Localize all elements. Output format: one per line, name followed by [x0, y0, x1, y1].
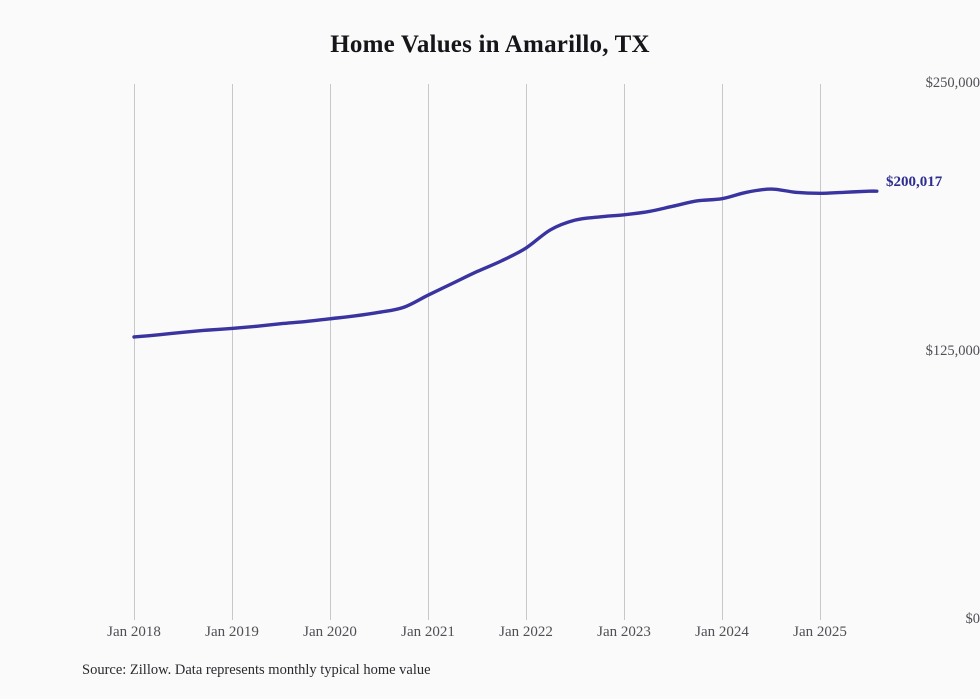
- x-tick-label-jan-2022: Jan 2022: [499, 624, 553, 640]
- x-tick-label-jan-2021: Jan 2021: [401, 624, 455, 640]
- series-path: [132, 187, 879, 339]
- chart-title: Home Values in Amarillo, TX: [330, 31, 650, 58]
- gridline-jan-2025: [820, 84, 821, 620]
- y-tick-label-0: $0: [965, 611, 980, 627]
- x-tick-label-jan-2018: Jan 2018: [107, 624, 161, 640]
- gridline-jan-2020: [330, 84, 331, 620]
- x-tick-label-jan-2020: Jan 2020: [303, 624, 357, 640]
- y-tick-label-125000: $125,000: [925, 343, 980, 359]
- x-tick-label-jan-2023: Jan 2023: [597, 624, 651, 640]
- gridline-jan-2021: [428, 84, 429, 620]
- gridline-jan-2019: [232, 84, 233, 620]
- y-tick-label-250000: $250,000: [925, 75, 980, 91]
- gridline-jan-2023: [624, 84, 625, 620]
- series-line-home-values: [132, 187, 879, 339]
- x-tick-label-jan-2024: Jan 2024: [695, 624, 749, 640]
- end-value-annotation: $200,017: [886, 174, 943, 190]
- gridline-jan-2018: [134, 84, 135, 620]
- x-tick-label-jan-2019: Jan 2019: [205, 624, 259, 640]
- x-tick-label-jan-2025: Jan 2025: [793, 624, 847, 640]
- plot-area: [104, 84, 880, 620]
- gridline-jan-2024: [722, 84, 723, 620]
- source-note: Source: Zillow. Data represents monthly …: [82, 662, 431, 678]
- gridline-jan-2022: [526, 84, 527, 620]
